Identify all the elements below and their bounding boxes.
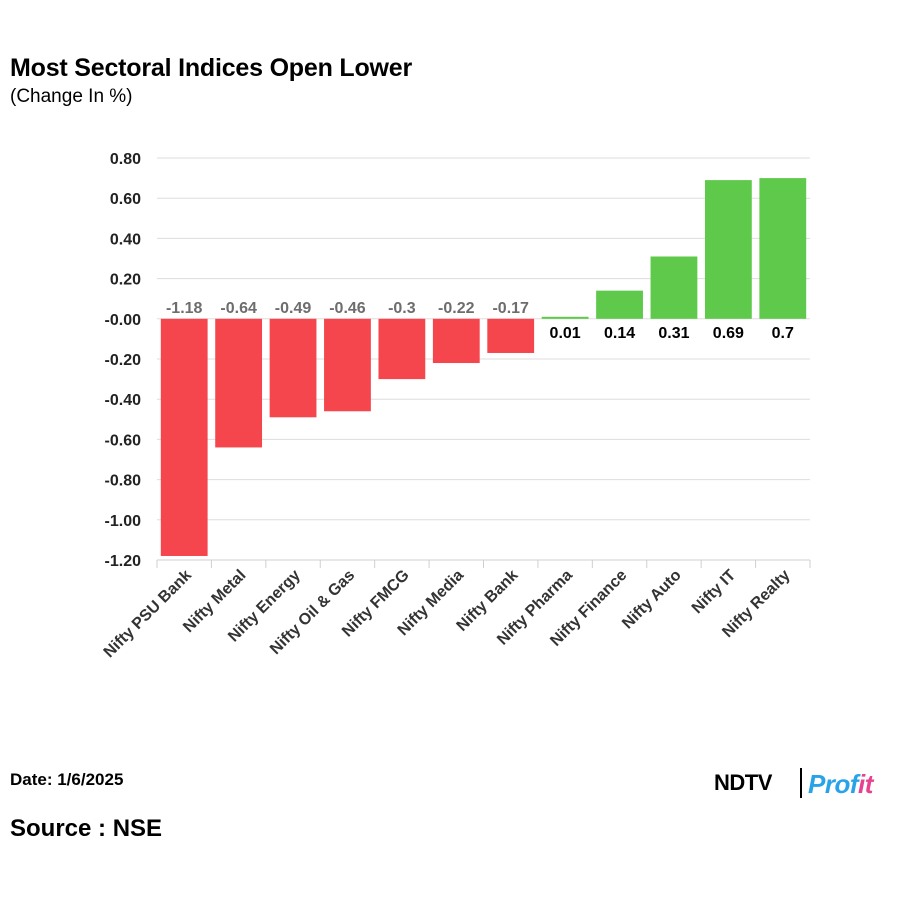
x-tick-label: Nifty IT — [689, 567, 740, 618]
value-labels: -1.18 -0.64 -0.49 -0.46 -0.3 -0.22 -0.17 0.01 0.… — [166, 300, 794, 342]
bar — [487, 318, 535, 353]
bar — [215, 318, 263, 448]
data-label: 0.69 — [713, 325, 744, 342]
chart-subtitle: (Change In %) — [10, 86, 133, 107]
bar — [432, 318, 480, 364]
logo-profit: Profit — [808, 769, 873, 799]
data-label: -0.49 — [275, 300, 312, 317]
data-label: -0.3 — [388, 300, 416, 317]
y-tick-label: -1.00 — [105, 513, 142, 530]
ndtv-profit-logo: NDTV Profit — [714, 768, 894, 802]
bar — [541, 316, 589, 319]
bar — [704, 180, 752, 319]
logo-divider — [800, 768, 802, 798]
bar — [650, 256, 698, 319]
bar — [324, 318, 371, 412]
y-tick-label: -0.80 — [105, 473, 142, 490]
y-tick-label: 0.20 — [110, 272, 141, 289]
data-label: -0.64 — [220, 300, 257, 317]
chart-title: Most Sectoral Indices Open Lower — [10, 54, 413, 82]
x-tick-label: Nifty Auto — [619, 567, 685, 633]
y-tick-label: 0.60 — [110, 191, 141, 208]
y-tick-label: 0.40 — [110, 231, 141, 248]
data-label: 0.01 — [550, 325, 581, 342]
y-axis-ticks: 0.80 0.60 0.40 0.20 -0.00 -0.20 -0.40 -0.60 -0.8… — [105, 151, 142, 570]
data-label: -0.22 — [438, 300, 475, 317]
bar — [269, 318, 317, 418]
data-label: 0.7 — [772, 325, 794, 342]
bar — [596, 290, 643, 319]
data-label: -0.17 — [492, 300, 529, 317]
data-label: -1.18 — [166, 300, 203, 317]
source-label: Source : NSE — [10, 815, 163, 842]
bar — [378, 318, 426, 380]
data-label: -0.46 — [329, 300, 366, 317]
y-tick-label: -0.20 — [105, 352, 142, 369]
bar — [160, 318, 208, 556]
date-label: Date: 1/6/2025 — [10, 770, 124, 789]
bars — [160, 178, 807, 556]
data-label: 0.14 — [604, 325, 635, 342]
bar-chart: 0.80 0.60 0.40 0.20 -0.00 -0.20 -0.40 -0.60 -0.8… — [101, 151, 811, 661]
x-tick-label: Nifty PSU Bank — [101, 567, 195, 661]
y-tick-label: -1.20 — [105, 553, 142, 570]
logo-ndtv: NDTV — [714, 770, 772, 795]
y-tick-label: 0.80 — [110, 151, 141, 168]
y-tick-label: -0.40 — [105, 392, 142, 409]
y-tick-label: -0.00 — [105, 312, 142, 329]
bar — [759, 178, 807, 319]
data-label: 0.31 — [658, 325, 689, 342]
y-tick-label: -0.60 — [105, 432, 142, 449]
